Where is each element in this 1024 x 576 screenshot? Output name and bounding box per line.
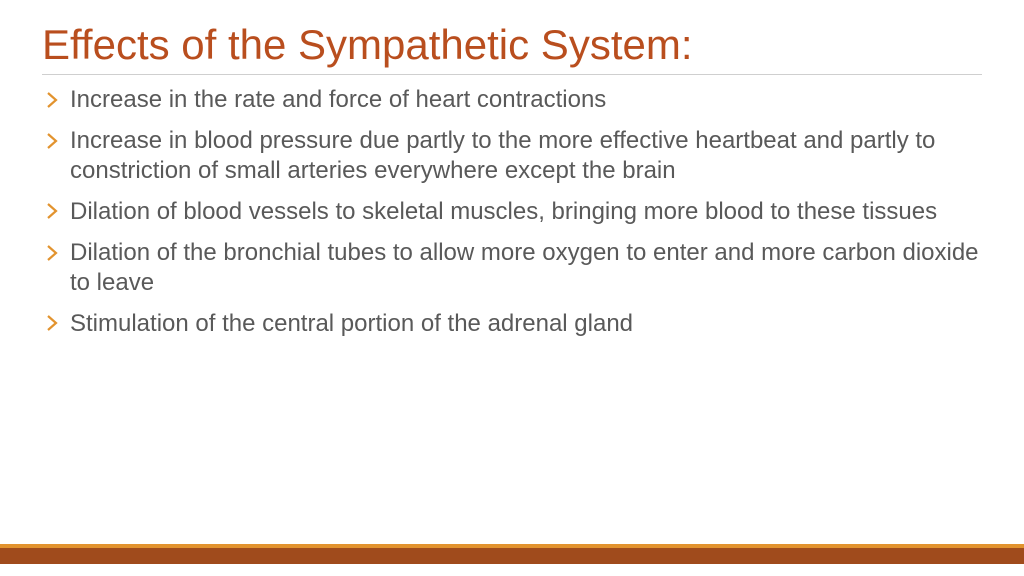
bullet-list: Increase in the rate and force of heart … xyxy=(42,85,982,338)
list-item-text: Increase in the rate and force of heart … xyxy=(70,86,606,113)
chevron-right-icon xyxy=(42,127,64,155)
footer-bar-thick xyxy=(0,548,1024,564)
title-rule xyxy=(42,74,982,75)
chevron-right-icon xyxy=(42,86,64,114)
list-item-text: Increase in blood pressure due partly to… xyxy=(70,127,935,183)
list-item: Increase in the rate and force of heart … xyxy=(42,85,982,114)
chevron-right-icon xyxy=(42,239,64,267)
list-item-text: Dilation of blood vessels to skeletal mu… xyxy=(70,198,937,225)
list-item: Dilation of the bronchial tubes to allow… xyxy=(42,238,982,297)
slide: Effects of the Sympathetic System: Incre… xyxy=(0,0,1024,576)
list-item-text: Dilation of the bronchial tubes to allow… xyxy=(70,239,979,295)
chevron-right-icon xyxy=(42,197,64,225)
list-item: Stimulation of the central portion of th… xyxy=(42,309,982,338)
list-item: Increase in blood pressure due partly to… xyxy=(42,126,982,185)
slide-title: Effects of the Sympathetic System: xyxy=(42,22,982,68)
footer-accent xyxy=(0,544,1024,564)
list-item: Dilation of blood vessels to skeletal mu… xyxy=(42,197,982,226)
list-item-text: Stimulation of the central portion of th… xyxy=(70,310,633,337)
chevron-right-icon xyxy=(42,309,64,337)
